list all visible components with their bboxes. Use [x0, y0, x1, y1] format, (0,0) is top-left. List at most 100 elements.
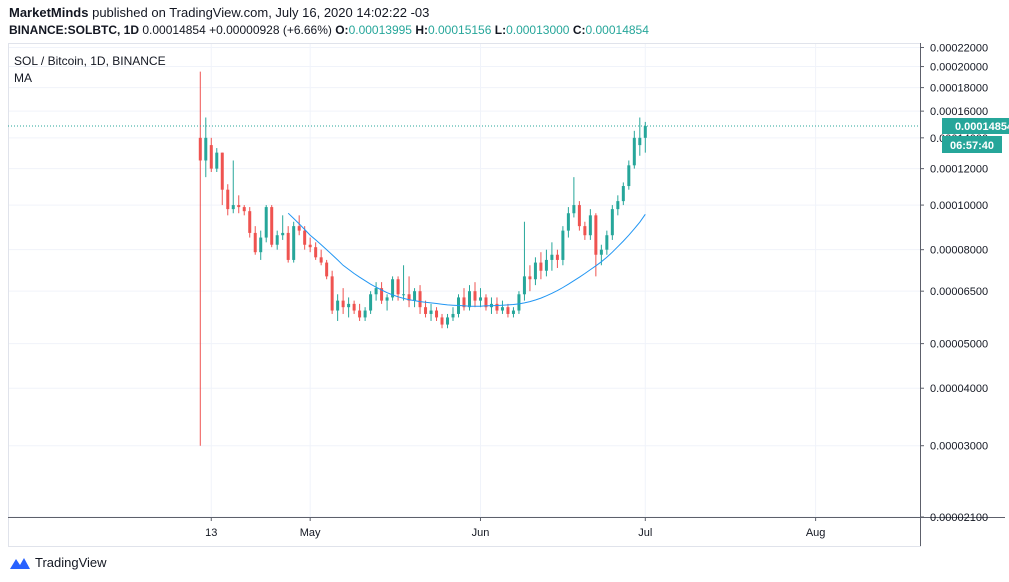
high-value: 0.00015156 [427, 23, 492, 37]
candle-body [237, 205, 241, 208]
candle-body [435, 310, 439, 318]
candle [424, 300, 428, 318]
candle-body [286, 232, 290, 260]
close-value: 0.00014854 [585, 23, 649, 37]
candle [358, 303, 362, 321]
candle-body [522, 276, 526, 295]
candle-body [495, 303, 499, 311]
time-tick-label: Jul [638, 527, 652, 539]
candle-body [198, 137, 202, 161]
price-tick-label: 0.00002100 [930, 512, 988, 524]
price-tick-label: 0.00012000 [930, 164, 988, 176]
candle [325, 259, 329, 280]
candle-body [478, 297, 482, 301]
candle [462, 288, 466, 311]
candle [341, 288, 345, 314]
countdown-label: 06:57:40 [950, 140, 994, 152]
candle-body [242, 207, 246, 212]
candle-body [588, 215, 592, 236]
candle [330, 270, 334, 314]
price-tick-label: 0.00006500 [930, 286, 988, 298]
candle-body [314, 247, 318, 258]
candle [500, 300, 504, 314]
candle-body [528, 276, 532, 280]
candle [638, 117, 642, 156]
candle-body [369, 294, 373, 311]
candle-body [347, 303, 351, 308]
candle [467, 285, 471, 311]
candle-body [209, 145, 213, 169]
candle-body [462, 297, 466, 308]
ma-line [287, 212, 646, 307]
price-tick-label: 0.00022000 [930, 42, 988, 54]
symbol-label: BINANCE:SOLBTC, 1D [9, 23, 140, 37]
last-price: 0.00014854 [142, 23, 206, 37]
chart-legend-indicator[interactable]: MA [14, 71, 32, 85]
candle-body [632, 137, 636, 166]
candle-body [303, 230, 307, 245]
time-tick-label: Jun [472, 527, 490, 539]
candle [231, 160, 235, 214]
candle-body [231, 205, 235, 210]
candle-body [424, 307, 428, 314]
chart-legend-title[interactable]: SOL / Bitcoin, 1D, BINANCE [14, 54, 166, 68]
candle-body [555, 254, 559, 260]
candle-body [325, 262, 329, 277]
candle [561, 226, 565, 266]
tradingview-logo[interactable]: TradingView [9, 555, 107, 570]
candle [528, 265, 532, 292]
candle-body [566, 213, 570, 231]
candle [643, 121, 647, 153]
candle-body [583, 226, 587, 236]
candle-body [484, 297, 488, 308]
candle-body [396, 279, 400, 295]
grid-lines [8, 43, 920, 518]
candle-body [374, 288, 378, 295]
candle-body [358, 310, 362, 318]
candle-body [352, 303, 356, 311]
candle [297, 215, 301, 236]
candle-body [500, 307, 504, 311]
candle [286, 226, 290, 263]
candle [577, 201, 581, 231]
candle [215, 148, 219, 172]
candle-body [599, 249, 603, 255]
candle-body [418, 291, 422, 308]
candle-body [380, 288, 384, 301]
candle [627, 160, 631, 190]
ohlc-header: BINANCE:SOLBTC, 1D 0.00014854 +0.0000092… [9, 23, 649, 37]
candle [517, 291, 521, 314]
candle-body [429, 310, 433, 314]
candle [555, 249, 559, 268]
candle [616, 195, 620, 216]
candle-body [204, 137, 208, 161]
last-price-marker: 0.00014854 06:57:40 [8, 117, 1009, 153]
candle [374, 282, 378, 301]
candle-body [281, 232, 285, 236]
candle-body [226, 189, 230, 210]
price-axis[interactable]: 0.00022000 0.00020000 0.00018000 0.00016000… [920, 42, 988, 524]
price-tick-label: 0.00010000 [930, 200, 988, 212]
last-price-label: 0.00014854 [955, 121, 1009, 133]
candle-body [402, 294, 406, 296]
candle [204, 117, 208, 178]
candle [391, 276, 395, 301]
candle [588, 209, 592, 240]
candle [220, 152, 224, 206]
candle-body [638, 137, 642, 146]
candle-body [292, 226, 296, 260]
candle-body [610, 209, 614, 236]
candle [352, 300, 356, 314]
candle [292, 221, 296, 263]
author-name[interactable]: MarketMinds [9, 5, 89, 20]
candle [566, 207, 570, 238]
candle [347, 297, 351, 318]
candle [363, 307, 367, 321]
low-value: 0.00013000 [506, 23, 570, 37]
candle [440, 313, 444, 329]
time-axis[interactable]: 13 May Jun Jul Aug [205, 517, 825, 539]
candle [473, 282, 477, 308]
candle [446, 313, 450, 329]
candle [583, 221, 587, 240]
